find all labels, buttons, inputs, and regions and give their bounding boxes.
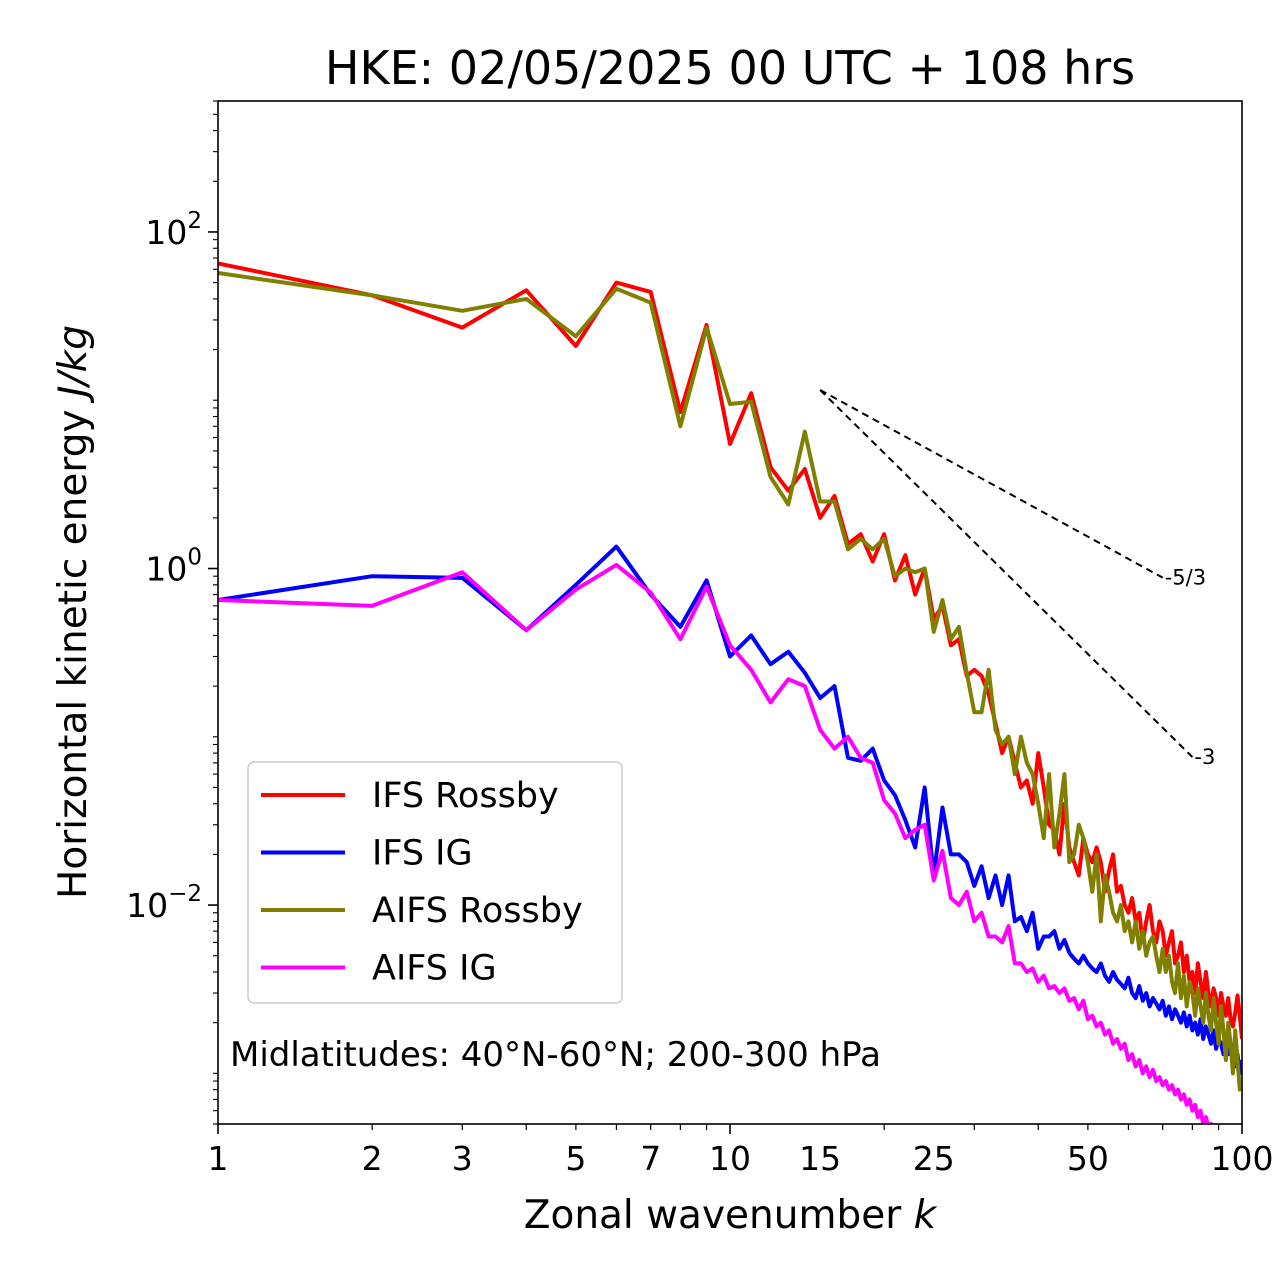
series-line-aifs-rossby — [218, 271, 1242, 1092]
x-tick-label: 15 — [799, 1139, 841, 1178]
legend-label-ifs-rossby: IFS Rossby — [372, 776, 559, 816]
legend-label-ifs-ig: IFS IG — [372, 834, 473, 874]
x-axis-variable: k — [914, 1193, 938, 1238]
x-tick-label: 7 — [640, 1139, 661, 1178]
y-tick-label: 10−2 — [126, 881, 202, 925]
series-line-ifs-ig — [218, 544, 1242, 1076]
x-tick-label: 50 — [1067, 1139, 1109, 1178]
chart-title: HKE: 02/05/2025 00 UTC + 108 hrs — [325, 41, 1135, 95]
series-layer — [218, 261, 1242, 1124]
legend-box — [247, 761, 623, 1004]
y-tick-label: 102 — [145, 208, 202, 252]
reference-line-5-3 — [819, 389, 1164, 579]
x-axis-ticks: 1 2 3 5 7 10 15 25 50 100 — [208, 1124, 1274, 1178]
y-axis-label-text: Horizontal kinetic energy — [51, 409, 96, 899]
x-tick-label: 100 — [1211, 1139, 1274, 1178]
x-axis-label-text: Zonal wavenumber — [524, 1193, 902, 1238]
x-tick-label: 3 — [452, 1139, 473, 1178]
x-tick-label: 2 — [362, 1139, 383, 1178]
y-axis-unit: J/kg — [51, 325, 96, 404]
y-tick-label: 100 — [145, 545, 202, 589]
reference-slopes: -5/3 -3 — [819, 389, 1215, 769]
reference-line-3 — [819, 389, 1194, 758]
x-tick-label: 25 — [913, 1139, 955, 1178]
x-axis-label: Zonal wavenumber k — [524, 1193, 938, 1238]
series-line-ifs-rossby — [218, 261, 1242, 1040]
reference-line-label: -5/3 — [1165, 566, 1206, 590]
reference-line-label: -3 — [1194, 745, 1215, 769]
y-axis-label: Horizontal kinetic energy J/kg — [51, 325, 96, 899]
legend-label-aifs-rossby: AIFS Rossby — [372, 891, 583, 931]
legend: IFS Rossby IFS IG AIFS Rossby AIFS IG — [247, 761, 623, 1004]
series-line-aifs-ig — [218, 562, 1214, 1124]
x-tick-label: 10 — [709, 1139, 751, 1178]
legend-label-aifs-ig: AIFS IG — [372, 949, 497, 989]
y-axis-ticks: 102 100 10−2 — [126, 100, 218, 1125]
x-tick-label: 5 — [565, 1139, 586, 1178]
x-tick-label: 1 — [208, 1139, 229, 1178]
region-annotation: Midlatitudes: 40°N-60°N; 200-300 hPa — [230, 1035, 881, 1075]
